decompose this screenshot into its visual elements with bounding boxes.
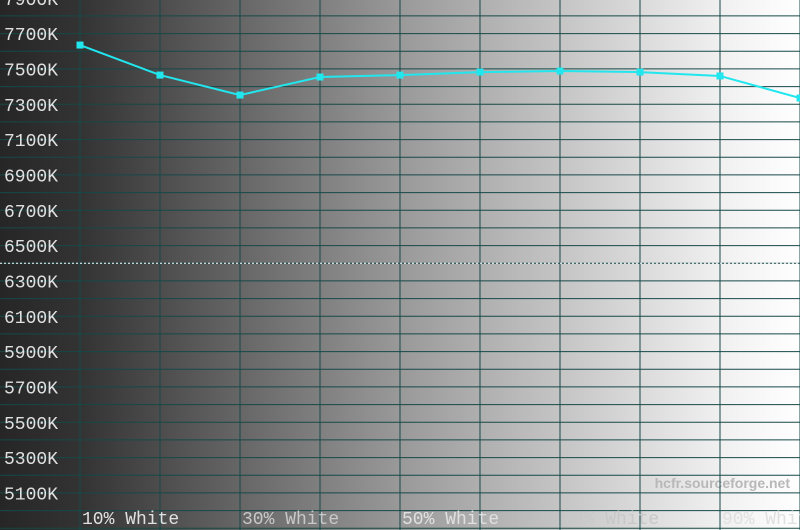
point (636, 68, 644, 76)
y-tick-label: 6500K (4, 238, 58, 258)
y-tick-label: 5300K (4, 450, 58, 470)
line (79, 44, 800, 100)
point (716, 72, 724, 80)
point (76, 41, 84, 49)
watermark: hcfr.sourceforge.net (655, 475, 791, 491)
x-tick-label: 10% White (82, 510, 179, 530)
point (316, 73, 324, 81)
point (796, 94, 800, 102)
y-tick-label: 5900K (4, 344, 58, 364)
x-tick-label: 90% White (722, 510, 800, 530)
y-tick-label: 6700K (4, 203, 58, 223)
x-tick-label: 70% White (562, 510, 659, 530)
y-tick-label: 6300K (4, 274, 58, 294)
point (236, 91, 244, 99)
x-tick-label: 30% White (242, 510, 339, 530)
y-tick-label: 7700K (4, 26, 58, 46)
point (396, 71, 404, 79)
y-tick-label: 5500K (4, 415, 58, 435)
x-tick-label: 50% White (402, 510, 499, 530)
y-tick-label: 6900K (4, 168, 58, 188)
point (556, 67, 564, 75)
y-tick-label: 7300K (4, 97, 58, 117)
y-tick-label: 7100K (4, 132, 58, 152)
y-tick-label: 6100K (4, 309, 58, 329)
point (476, 68, 484, 76)
y-tick-label: 7900K (4, 0, 58, 11)
y-tick-label: 5100K (4, 486, 58, 506)
point (156, 71, 164, 79)
y-tick-label: 5700K (4, 380, 58, 400)
y-tick-label: 7500K (4, 62, 58, 82)
